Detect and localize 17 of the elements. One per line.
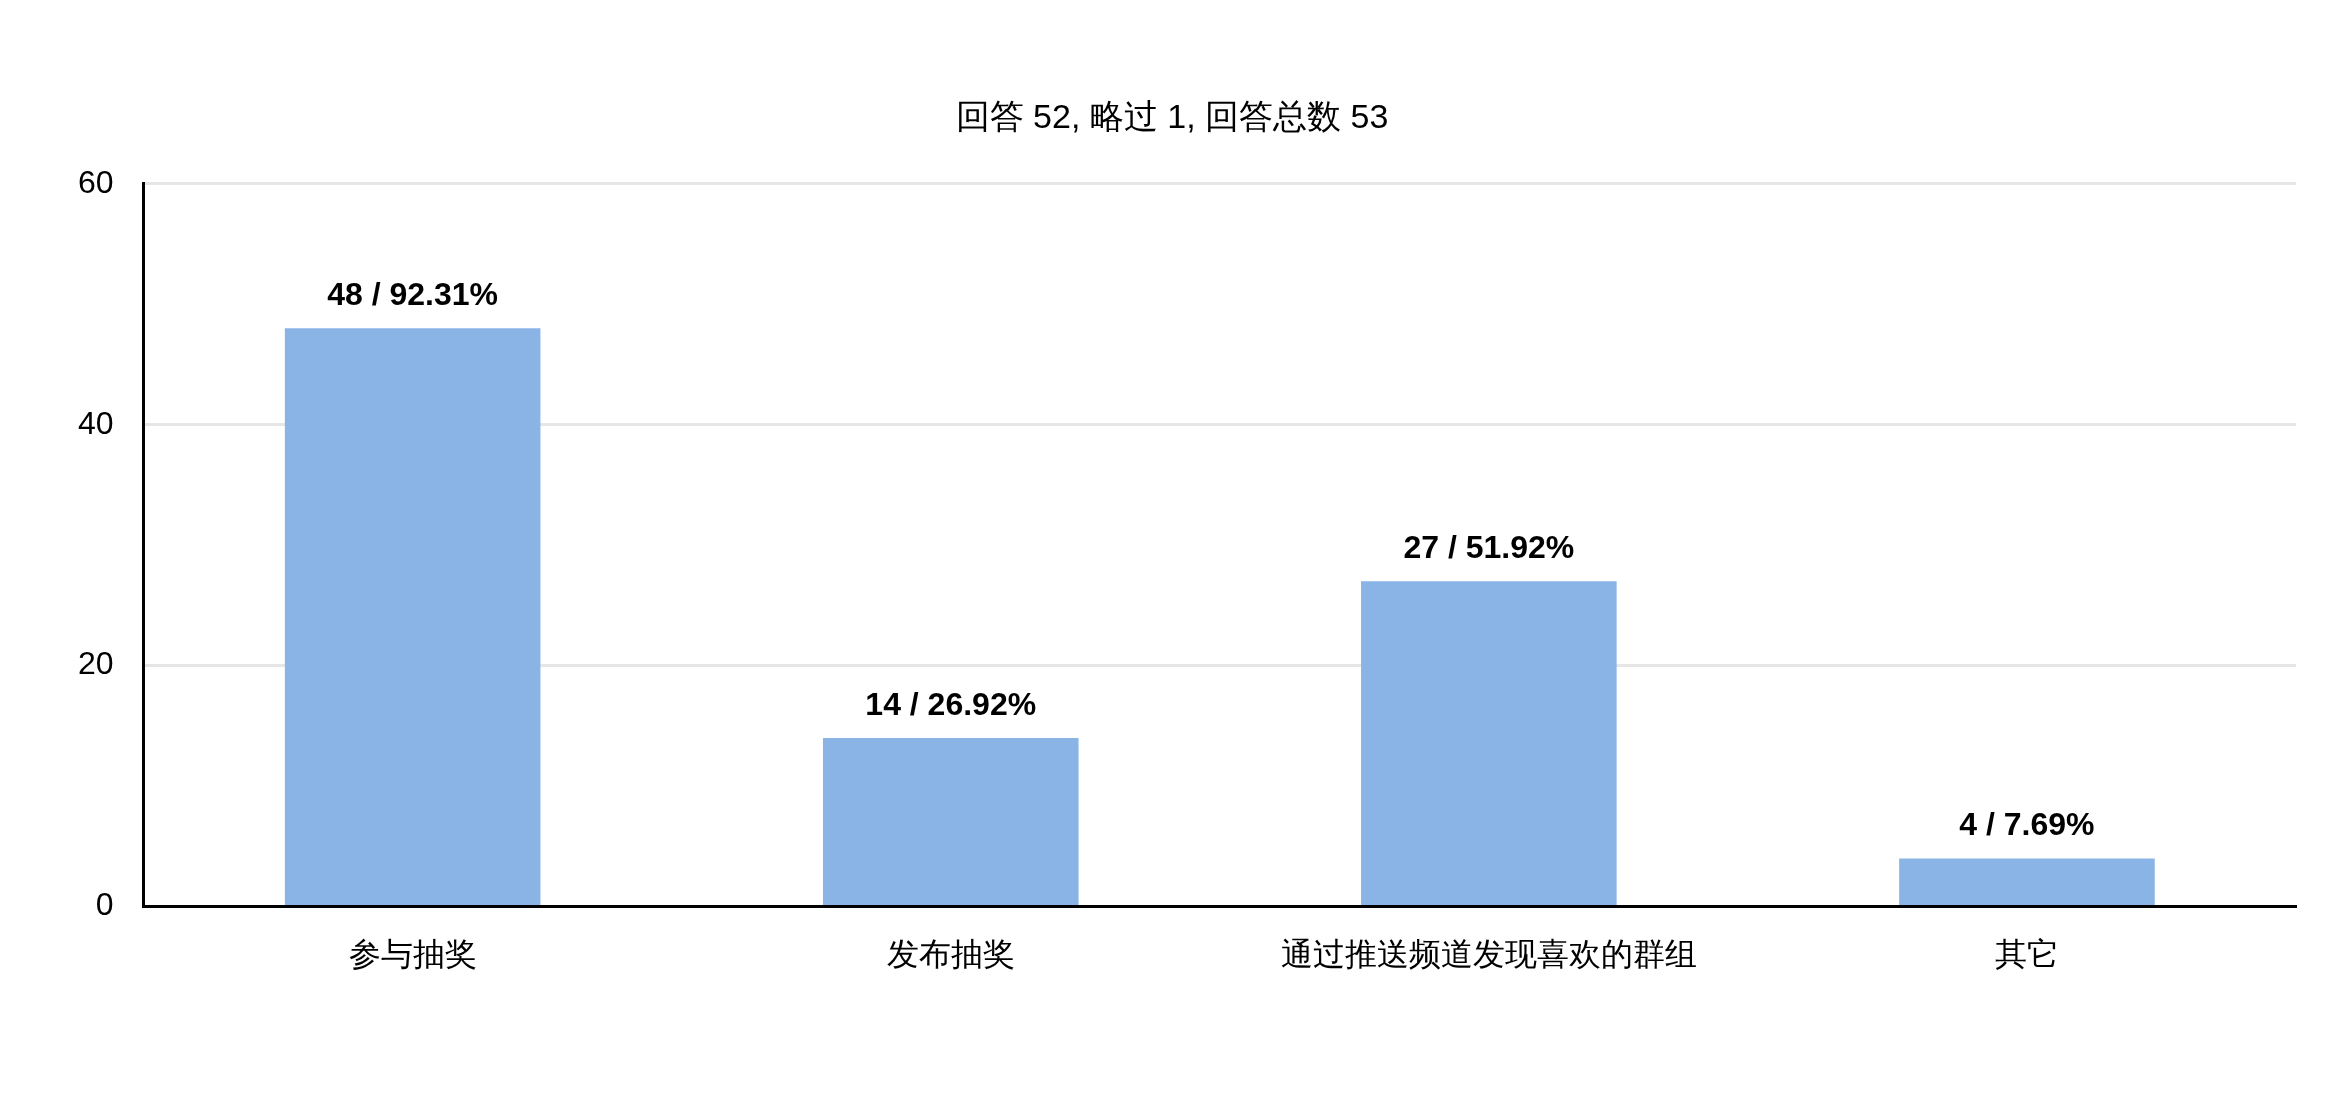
- data-label: 48 / 92.31%: [327, 276, 499, 313]
- x-tick-label: 参与抽奖: [348, 935, 477, 972]
- data-label: 14 / 26.92%: [865, 685, 1037, 722]
- y-tick-label: 60: [78, 163, 114, 200]
- x-tick-label: 通过推送频道发现喜欢的群组: [1280, 935, 1697, 972]
- data-label: 4 / 7.69%: [1959, 806, 2095, 843]
- x-tick-label: 发布抽奖: [886, 935, 1015, 972]
- data-label: 27 / 51.92%: [1403, 529, 1575, 566]
- y-tick-label: 20: [78, 645, 114, 682]
- x-tick-label: 其它: [1994, 935, 2059, 972]
- bar: [284, 328, 541, 906]
- bar: [1361, 581, 1617, 906]
- bar: [1899, 858, 2155, 906]
- bar: [822, 737, 1079, 906]
- y-tick-label: 40: [78, 404, 114, 441]
- y-tick-label: 0: [95, 886, 114, 923]
- chart-title: 回答 52, 略过 1, 回答总数 53: [955, 96, 1389, 135]
